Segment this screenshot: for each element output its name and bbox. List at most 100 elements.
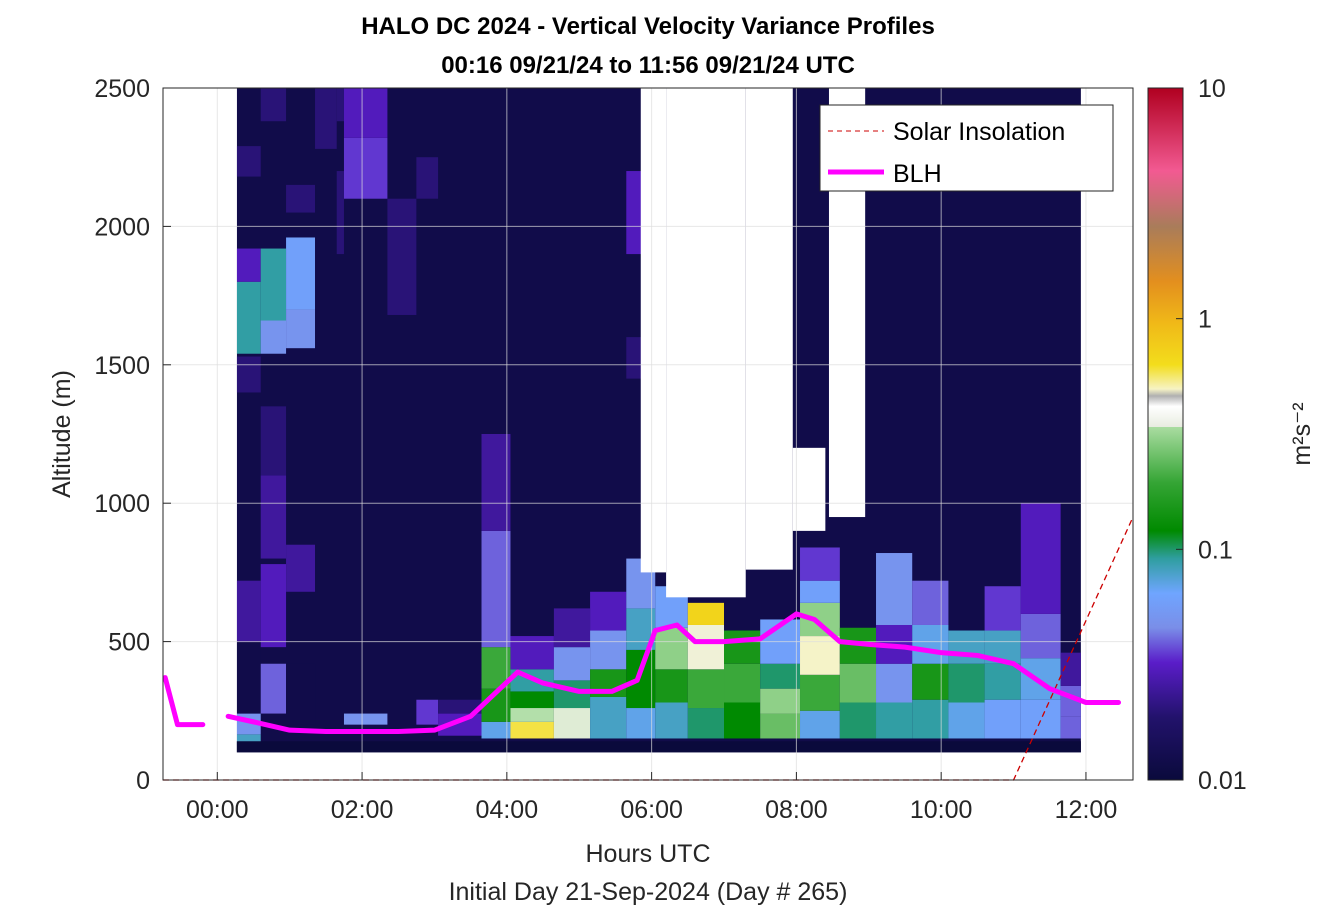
heatmap-cell	[343, 713, 388, 725]
heatmap-surface-row	[236, 741, 1081, 753]
legend-solar-label: Solar Insolation	[893, 118, 1065, 146]
heatmap-cell	[553, 708, 591, 739]
y-tick-label: 0	[136, 767, 150, 795]
heatmap-cell	[416, 699, 439, 725]
heatmap-cell	[481, 721, 511, 739]
heatmap-cell	[687, 624, 725, 670]
heatmap-cell	[260, 564, 287, 648]
x-tick-label: 10:00	[910, 796, 973, 824]
heatmap-cell	[626, 649, 656, 709]
colorbar: 0.01 0.1 1 10 m²s⁻²	[1147, 75, 1316, 795]
x-tick-label: 08:00	[765, 796, 828, 824]
heatmap-cell	[912, 663, 949, 700]
heatmap-cell	[948, 630, 985, 664]
heatmap-cell	[286, 309, 316, 349]
missing-data-region	[745, 88, 793, 570]
heatmap-cell	[800, 547, 840, 581]
heatmap-cell	[590, 630, 627, 670]
x-tick-label: 12:00	[1055, 796, 1118, 824]
heatmap-cell	[724, 630, 761, 664]
heatmap-cell	[948, 663, 985, 703]
heatmap-cell	[260, 406, 287, 476]
y-axis-label: Altitude (m)	[48, 370, 76, 498]
x-tick-label: 06:00	[620, 796, 683, 824]
heatmap-cell	[655, 702, 688, 739]
heatmap-cell	[510, 636, 554, 670]
x-tick-label: 02:00	[331, 796, 394, 824]
heatmap-cell	[800, 674, 840, 711]
heatmap-cell	[481, 434, 511, 531]
heatmap-cell	[315, 88, 337, 149]
blh-line	[162, 675, 206, 728]
heatmap-cell	[387, 198, 417, 315]
heatmap-cell	[553, 608, 591, 648]
heatmap-cell	[760, 688, 801, 714]
heatmap-cell	[336, 171, 344, 255]
y-tick-label: 1500	[94, 352, 150, 380]
heatmap-cell	[984, 699, 1021, 739]
heatmap-cell	[590, 591, 627, 631]
x-axis-sublabel: Initial Day 21-Sep-2024 (Day # 265)	[449, 878, 848, 906]
heatmap-cell	[655, 669, 688, 703]
heatmap-cell	[1020, 699, 1061, 739]
x-tick-label: 04:00	[476, 796, 539, 824]
heatmap-cell	[260, 663, 287, 714]
missing-data-region	[217, 88, 237, 753]
heatmap-cell	[286, 184, 316, 213]
heatmap-cell	[760, 713, 801, 739]
heatmap-cell	[343, 88, 388, 138]
heatmap-cell	[416, 157, 439, 199]
heatmap-cell	[724, 702, 761, 739]
heatmap-cell	[1020, 613, 1061, 659]
plot-frame	[162, 87, 1134, 781]
colorbar-gradient	[1147, 87, 1184, 781]
heatmap-cell	[1060, 716, 1081, 739]
y-tick-label: 1000	[94, 490, 150, 518]
x-axis-ticks: 00:00 02:00 04:00 06:00 08:00 10:00 12:00	[186, 772, 1117, 824]
x-tick-label: 00:00	[186, 796, 249, 824]
heatmap-cell	[948, 702, 985, 739]
heatmap-cell	[912, 624, 949, 664]
heatmap-cell	[260, 320, 287, 354]
heatmap-cell	[236, 580, 261, 642]
heatmap-cell	[1060, 652, 1081, 686]
heatmap-cell	[510, 721, 554, 739]
heatmap-cell	[286, 663, 316, 725]
heatmap-cell	[236, 281, 261, 354]
missing-data-region	[640, 88, 667, 573]
heatmap-cell	[912, 580, 949, 625]
heatmap-cell	[1020, 503, 1061, 614]
missing-data-region	[666, 88, 746, 598]
heatmap-cell	[286, 544, 316, 592]
heatmap-cell	[876, 702, 913, 739]
heatmap-cell	[800, 636, 840, 675]
chart-title: HALO DC 2024 - Vertical Velocity Varianc…	[361, 13, 935, 40]
colorbar-tick-label: 1	[1198, 306, 1212, 334]
heatmap-cell	[912, 699, 949, 739]
heatmap-cell	[438, 713, 482, 736]
heatmap-cell	[687, 669, 725, 709]
heatmap-cell	[236, 146, 261, 177]
heatmap-cell	[1020, 658, 1061, 700]
heatmap-cell	[286, 237, 316, 310]
heatmap-layer	[217, 88, 1081, 753]
heatmap-cell	[984, 663, 1021, 700]
heatmap-cell	[236, 641, 261, 714]
colorbar-label: m²s⁻²	[1288, 402, 1316, 465]
heatmap-cell	[481, 530, 511, 648]
x-axis-label: Hours UTC	[585, 840, 710, 868]
heatmap-cell	[343, 137, 388, 199]
legend-box	[819, 104, 1114, 192]
colorbar-tick-label: 0.01	[1198, 767, 1247, 795]
y-tick-label: 2000	[94, 213, 150, 241]
heatmap-cell	[336, 88, 344, 122]
chart-subtitle: 00:16 09/21/24 to 11:56 09/21/24 UTC	[441, 52, 855, 79]
heatmap-cell	[260, 248, 287, 321]
heatmap-cell	[438, 699, 482, 714]
heatmap-cell	[984, 586, 1021, 631]
heatmap-cell	[510, 691, 554, 709]
heatmap-cell	[800, 710, 840, 739]
heatmap-cell	[260, 475, 287, 559]
colorbar-tick-label: 10	[1198, 75, 1226, 103]
